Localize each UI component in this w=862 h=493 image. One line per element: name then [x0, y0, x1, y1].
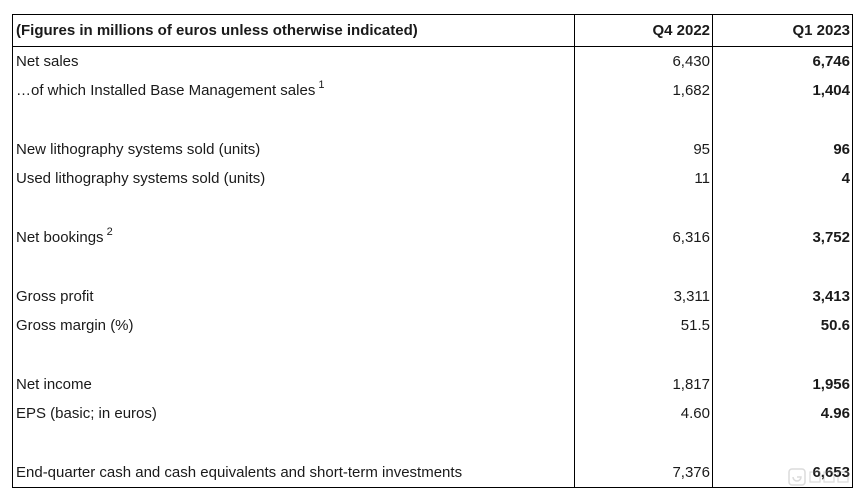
row-value-q1: 96	[712, 135, 853, 164]
row-label: Net sales	[12, 46, 575, 76]
financial-summary-table: (Figures in millions of euros unless oth…	[12, 14, 853, 488]
row-value-q1: 3,413	[712, 282, 853, 311]
row-value-q4: 6,430	[574, 46, 713, 76]
row-value-q1: 6,746	[712, 46, 853, 76]
row-label: …of which Installed Base Management sale…	[16, 82, 316, 99]
financial-table-container: (Figures in millions of euros unless oth…	[12, 14, 853, 488]
row-value-q4: 4.60	[574, 399, 713, 428]
row-label-cell: …of which Installed Base Management sale…	[12, 76, 575, 105]
row-value-q1: 1,956	[712, 370, 853, 399]
table-row-new-litho: New lithography systems sold (units) 95 …	[12, 135, 853, 164]
table-spacer-row	[12, 252, 853, 282]
row-value-q4: 1,817	[574, 370, 713, 399]
row-value-q4: 51.5	[574, 311, 713, 340]
row-label: Net bookings	[16, 229, 104, 246]
table-row-cash: End-quarter cash and cash equivalents an…	[12, 458, 853, 488]
gelonghui-logo-icon	[788, 466, 854, 488]
row-label: Used lithography systems sold (units)	[12, 164, 575, 193]
table-row-net-income: Net income 1,817 1,956	[12, 370, 853, 399]
row-value-q4: 3,311	[574, 282, 713, 311]
table-row-gross-margin: Gross margin (%) 51.5 50.6	[12, 311, 853, 340]
row-value-q1: 1,404	[712, 76, 853, 105]
table-row-gross-profit: Gross profit 3,311 3,413	[12, 282, 853, 311]
table-row-net-sales: Net sales 6,430 6,746	[12, 46, 853, 76]
row-value-q4: 1,682	[574, 76, 713, 105]
row-value-q4: 7,376	[574, 458, 713, 488]
table-spacer-row	[12, 340, 853, 370]
row-value-q1: 50.6	[712, 311, 853, 340]
row-value-q1: 4.96	[712, 399, 853, 428]
table-spacer-row	[12, 428, 853, 458]
table-row-ibm-sales: …of which Installed Base Management sale…	[12, 76, 853, 105]
table-row-net-bookings: Net bookings 2 6,316 3,752	[12, 223, 853, 252]
row-label: Gross margin (%)	[12, 311, 575, 340]
row-value-q4: 6,316	[574, 223, 713, 252]
table-row-eps: EPS (basic; in euros) 4.60 4.96	[12, 399, 853, 428]
table-row-used-litho: Used lithography systems sold (units) 11…	[12, 164, 853, 193]
row-label: Net income	[12, 370, 575, 399]
header-q1-2023: Q1 2023	[712, 14, 853, 47]
row-value-q4: 11	[574, 164, 713, 193]
row-label: EPS (basic; in euros)	[12, 399, 575, 428]
table-spacer-row	[12, 105, 853, 135]
header-label: (Figures in millions of euros unless oth…	[12, 14, 575, 47]
footnote-marker: 1	[318, 79, 325, 91]
row-value-q1: 3,752	[712, 223, 853, 252]
row-value-q1: 4	[712, 164, 853, 193]
footnote-marker: 2	[106, 226, 113, 238]
header-q4-2022: Q4 2022	[574, 14, 713, 47]
row-label-cell: Net bookings 2	[12, 223, 575, 252]
row-value-q4: 95	[574, 135, 713, 164]
table-header-row: (Figures in millions of euros unless oth…	[12, 14, 853, 47]
row-label: New lithography systems sold (units)	[12, 135, 575, 164]
table-spacer-row	[12, 193, 853, 223]
row-value-q1: 6,653	[712, 458, 853, 488]
row-label: Gross profit	[12, 282, 575, 311]
row-label: End-quarter cash and cash equivalents an…	[12, 458, 575, 488]
